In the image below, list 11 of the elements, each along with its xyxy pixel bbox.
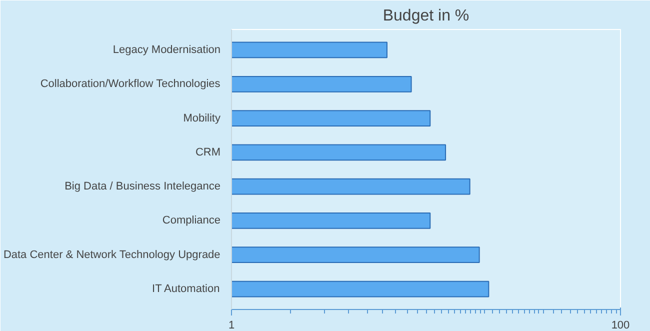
x-tick-label: 1 [228,320,235,331]
y-tick-label: Mobility [183,112,221,124]
y-tick-label: Legacy Modernisation [112,44,221,56]
y-tick-label: Big Data / Business Intelegance [64,180,221,193]
y-tick-label: CRM [195,146,221,158]
y-tick-label: Data Center & Network Technology Upgrade [3,248,220,261]
y-tick-label: Compliance [162,214,221,227]
chart-title: Budget in % [382,8,470,24]
y-tick-label: Collaboration/Workflow Technologies [40,78,221,90]
x-tick-label: 100 [611,320,630,331]
y-tick-label: IT Automation [152,283,220,296]
